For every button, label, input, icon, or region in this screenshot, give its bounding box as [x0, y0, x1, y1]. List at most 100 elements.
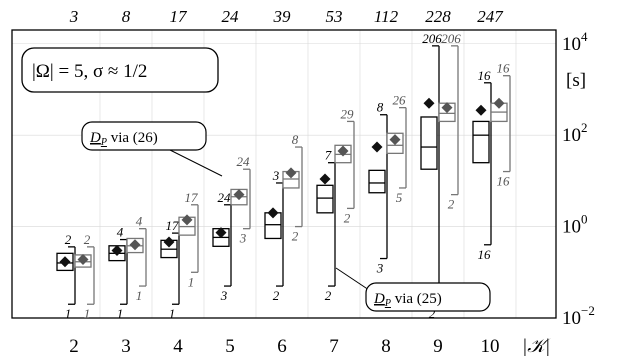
annotation-box: |Ω| = 5, σ ≈ 1/2	[21, 47, 219, 93]
whisker-label-high: 16	[497, 61, 511, 76]
mean-marker	[441, 102, 453, 114]
top-axis-label: 24	[222, 7, 240, 26]
y-tick-label: 102	[562, 120, 588, 146]
mean-marker	[163, 236, 175, 248]
x-tick-label: 6	[277, 336, 287, 357]
x-tick-label: 7	[329, 336, 339, 357]
top-axis-label: 112	[374, 7, 399, 26]
whisker-label-high: 29	[341, 106, 355, 121]
box-method25: 21	[56, 232, 76, 321]
whisker-label-high: 8	[292, 132, 299, 147]
annotation-text: |Ω| = 5, σ ≈ 1/2	[32, 61, 147, 82]
whisker-label-high: 2	[84, 232, 91, 247]
box-method26: 41	[126, 214, 147, 303]
y-axis-label: [s]	[566, 70, 586, 91]
whisker-label-high: 3	[272, 168, 280, 183]
mean-marker	[59, 256, 71, 268]
x-tick-label: 4	[173, 336, 183, 357]
box-method25: 72	[316, 148, 336, 303]
x-axis-label: |𝒦|	[522, 336, 551, 357]
whisker-label-low: 1	[117, 306, 124, 321]
top-axis-label: 3	[69, 7, 79, 26]
mean-marker	[111, 244, 123, 256]
boxes: 2141171243327283206216162141171243822922…	[56, 31, 511, 321]
whisker-label-high: 17	[166, 218, 180, 233]
mean-marker	[215, 227, 227, 239]
box-method25: 17 1	[160, 218, 180, 321]
mean-marker	[233, 189, 245, 201]
whisker-label-low: 3	[220, 288, 228, 303]
callout-26-text: DP via (26)	[89, 130, 158, 148]
box-method25: 24 3	[212, 190, 232, 303]
box-method25: 41	[108, 225, 128, 321]
box-method26: 29 2	[334, 106, 355, 225]
top-axis-labels: 3 8 17 24 39 53 112 228 247	[69, 7, 505, 26]
whisker-label-low: 16	[478, 247, 492, 262]
whisker-label-low: 16	[497, 174, 511, 189]
callout-26: DP via (26)	[81, 121, 223, 177]
whisker-label-low: 3	[376, 261, 384, 276]
mean-marker	[337, 145, 349, 157]
whisker-label-low: 1	[188, 274, 195, 289]
whisker-label-high: 206	[441, 31, 461, 46]
callout-25-text: DP via (25)	[373, 291, 442, 309]
whisker-label-low: 2	[448, 197, 455, 212]
y-tick-label: 104	[562, 29, 588, 55]
box-iqr	[316, 184, 334, 214]
top-axis-label: 247	[477, 7, 504, 26]
whisker-label-high: 24	[237, 154, 251, 169]
top-axis-label: 8	[122, 7, 131, 26]
box-method25: 83	[368, 100, 388, 276]
box-iqr	[420, 116, 438, 170]
box-method26: 24 3	[230, 154, 251, 246]
mean-marker	[129, 239, 141, 251]
whisker-label-low: 5	[396, 190, 403, 205]
mean-marker	[389, 134, 401, 146]
whisker-label-high: 7	[325, 148, 332, 163]
x-tick-label: 5	[225, 336, 235, 357]
box-method26: 26 5	[386, 93, 407, 205]
x-tick-label: 3	[121, 336, 131, 357]
top-axis-label: 228	[425, 7, 451, 26]
mean-marker	[77, 254, 89, 266]
x-tick-label: 2	[69, 336, 79, 357]
whisker-label-high: 4	[117, 225, 124, 240]
top-axis-label: 39	[273, 7, 292, 26]
mean-marker	[285, 167, 297, 179]
mean-marker	[475, 104, 487, 116]
mean-marker	[493, 97, 505, 109]
callout-25: DP via (25)	[335, 267, 491, 312]
whisker-label-low: 1	[65, 306, 72, 321]
whisker-label-high: 16	[478, 68, 492, 83]
box-iqr	[368, 169, 386, 194]
x-tick-label: 10	[481, 336, 500, 357]
whisker-label-high: 24	[218, 190, 232, 205]
box-method26: 17 1	[178, 190, 199, 289]
y-tick-label: 100	[562, 212, 588, 238]
mean-marker	[423, 97, 435, 109]
box-method26: 21	[74, 232, 95, 321]
mean-marker	[319, 173, 331, 185]
y-axis-ticks: 104 102 100 10−2	[562, 29, 595, 329]
top-axis-label: 53	[326, 7, 343, 26]
whisker-label-low: 2	[292, 229, 299, 244]
x-axis-ticks: 2 3 4 5 6 7 8 9 10	[69, 336, 499, 357]
box-iqr	[472, 120, 490, 164]
whisker-label-high: 8	[377, 100, 384, 115]
box-method26: 82	[282, 132, 303, 244]
box-method25: 32	[264, 168, 284, 303]
y-tick-label: 10−2	[562, 303, 595, 329]
whisker-label-low: 1	[136, 288, 143, 303]
whisker-label-low: 1	[169, 306, 176, 321]
mean-marker	[267, 207, 279, 219]
whisker-label-low: 2	[344, 210, 351, 225]
whisker-label-high: 26	[393, 93, 407, 108]
whisker-label-low: 1	[84, 306, 91, 321]
plot-frame	[11, 29, 557, 319]
x-tick-label: 9	[433, 336, 443, 357]
